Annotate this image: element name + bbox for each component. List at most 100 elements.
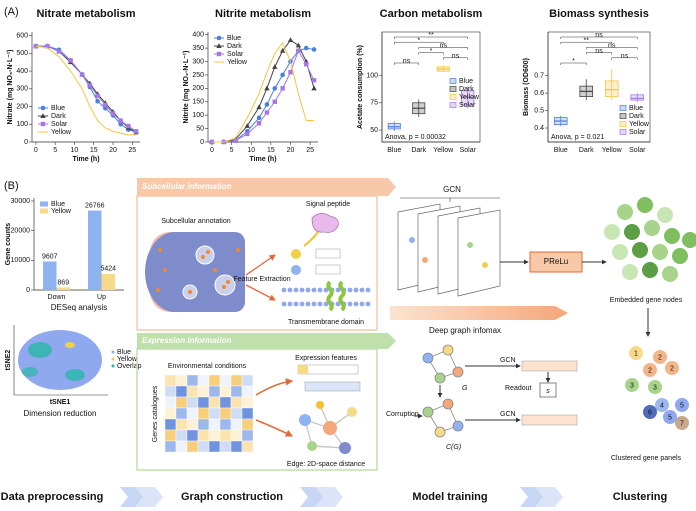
heatmap-cell — [175, 385, 188, 398]
header-band — [137, 178, 396, 196]
heatmap-cell — [197, 385, 210, 398]
heatmap-cell — [208, 418, 221, 431]
panel-node — [629, 346, 643, 360]
x-tick-label: 5 — [230, 147, 234, 154]
heatmap-cell — [208, 407, 221, 420]
legend-label: Solar — [629, 129, 646, 136]
legend-swatch — [619, 113, 627, 119]
heatmap-cell — [197, 374, 210, 387]
heatmap-cell — [186, 374, 199, 387]
peptide-chain — [303, 231, 319, 247]
label: Genes catalogues — [152, 385, 159, 442]
marker — [126, 123, 131, 129]
chart: 0.4 0.5 0.6 0.7 Biomass synthesis Biomass (OD… — [523, 8, 651, 154]
chart-title: Carbon metabolism — [380, 8, 483, 20]
heatmap-cell — [230, 440, 243, 453]
legend-label: Yellow — [459, 94, 480, 101]
heatmap-cell — [197, 407, 210, 420]
feature-cell — [298, 365, 308, 374]
heatmap-cell — [175, 429, 188, 442]
value-label: 9607 — [42, 253, 58, 260]
heatmap-cell — [186, 429, 199, 442]
heatmap-cell — [197, 440, 210, 453]
x-label: Time (h) — [249, 156, 276, 163]
marker — [216, 35, 222, 41]
x-tick-label: Blue — [387, 147, 401, 154]
node — [642, 262, 658, 278]
node — [672, 248, 688, 264]
legend-label: Solar — [459, 102, 476, 109]
marker — [216, 51, 222, 57]
label: Corruption — [386, 411, 419, 418]
y-tick-label: 100 — [16, 121, 28, 128]
legend-label: Blue — [117, 349, 131, 356]
frame — [136, 348, 378, 471]
x-tick-label: 0 — [34, 147, 38, 154]
arrow — [255, 378, 294, 396]
y-tick-label: 0 — [26, 287, 30, 294]
legend-label: Solar — [227, 51, 244, 58]
legend-label: Dark — [459, 86, 474, 93]
legend-label: Blue — [227, 35, 241, 42]
bar — [56, 287, 70, 290]
panel-node — [648, 380, 662, 394]
y-tick-label: 600 — [16, 32, 28, 39]
significance-bracket — [611, 57, 638, 60]
x-tick-label: 10 — [247, 147, 255, 154]
x-tick-label: 10 — [71, 147, 79, 154]
lipid — [335, 301, 341, 307]
x-tick-label: 15 — [90, 147, 98, 154]
chart: 0 10000 20000 30000 DESeq analysis Gene count… — [5, 198, 124, 312]
heatmap-cell — [219, 418, 232, 431]
x-label: Time (h) — [72, 156, 99, 163]
panel-number: 3 — [630, 382, 634, 389]
legend-swatch — [619, 129, 627, 135]
panel-number: 2 — [648, 367, 652, 374]
heatmap-cell — [219, 385, 232, 398]
panel-number: 2 — [670, 365, 674, 372]
proteins — [156, 248, 240, 294]
organelle — [214, 274, 236, 296]
node — [622, 264, 638, 280]
node — [604, 224, 620, 240]
legend-label: Yellow — [117, 356, 138, 363]
feature-node — [291, 249, 301, 259]
y-tick-label: 0.4 — [534, 125, 544, 132]
arrow — [245, 254, 276, 276]
heatmap-cell — [164, 385, 177, 398]
heatmap-cell — [175, 396, 188, 409]
panel-node — [665, 361, 679, 375]
legend-swatch — [449, 86, 457, 92]
y-label: Nitrite (mg NO₂-N·L⁻¹) — [183, 51, 190, 124]
marker — [216, 43, 222, 48]
y-tick-label: 50 — [370, 127, 378, 134]
heatmap-cell — [241, 407, 254, 420]
heatmap-cell — [208, 429, 221, 442]
significance-label: * — [417, 37, 420, 44]
header-band — [137, 333, 396, 349]
cluster-blob — [22, 367, 38, 377]
box — [630, 94, 645, 101]
x-tick-label: Yellow — [602, 147, 623, 154]
series-line — [211, 41, 315, 143]
bar — [101, 273, 115, 290]
lipid — [281, 301, 287, 307]
panel-node — [655, 398, 669, 412]
legend-marker — [111, 350, 115, 354]
heatmap-cell — [208, 440, 221, 453]
node — [617, 204, 633, 220]
lipid — [335, 287, 341, 293]
y-label: Nitrate (mg NO₃-N·L⁻¹) — [7, 50, 14, 125]
legend-swatch — [40, 201, 48, 207]
marker — [311, 47, 317, 52]
lipid — [299, 287, 305, 293]
lipid — [365, 287, 371, 293]
lipid — [305, 287, 311, 293]
heatmap-cell — [219, 429, 232, 442]
cluster-blob — [65, 369, 85, 381]
significance-bracket — [586, 47, 638, 50]
lipid — [323, 287, 329, 293]
x-label: tSNE1 — [50, 399, 71, 406]
